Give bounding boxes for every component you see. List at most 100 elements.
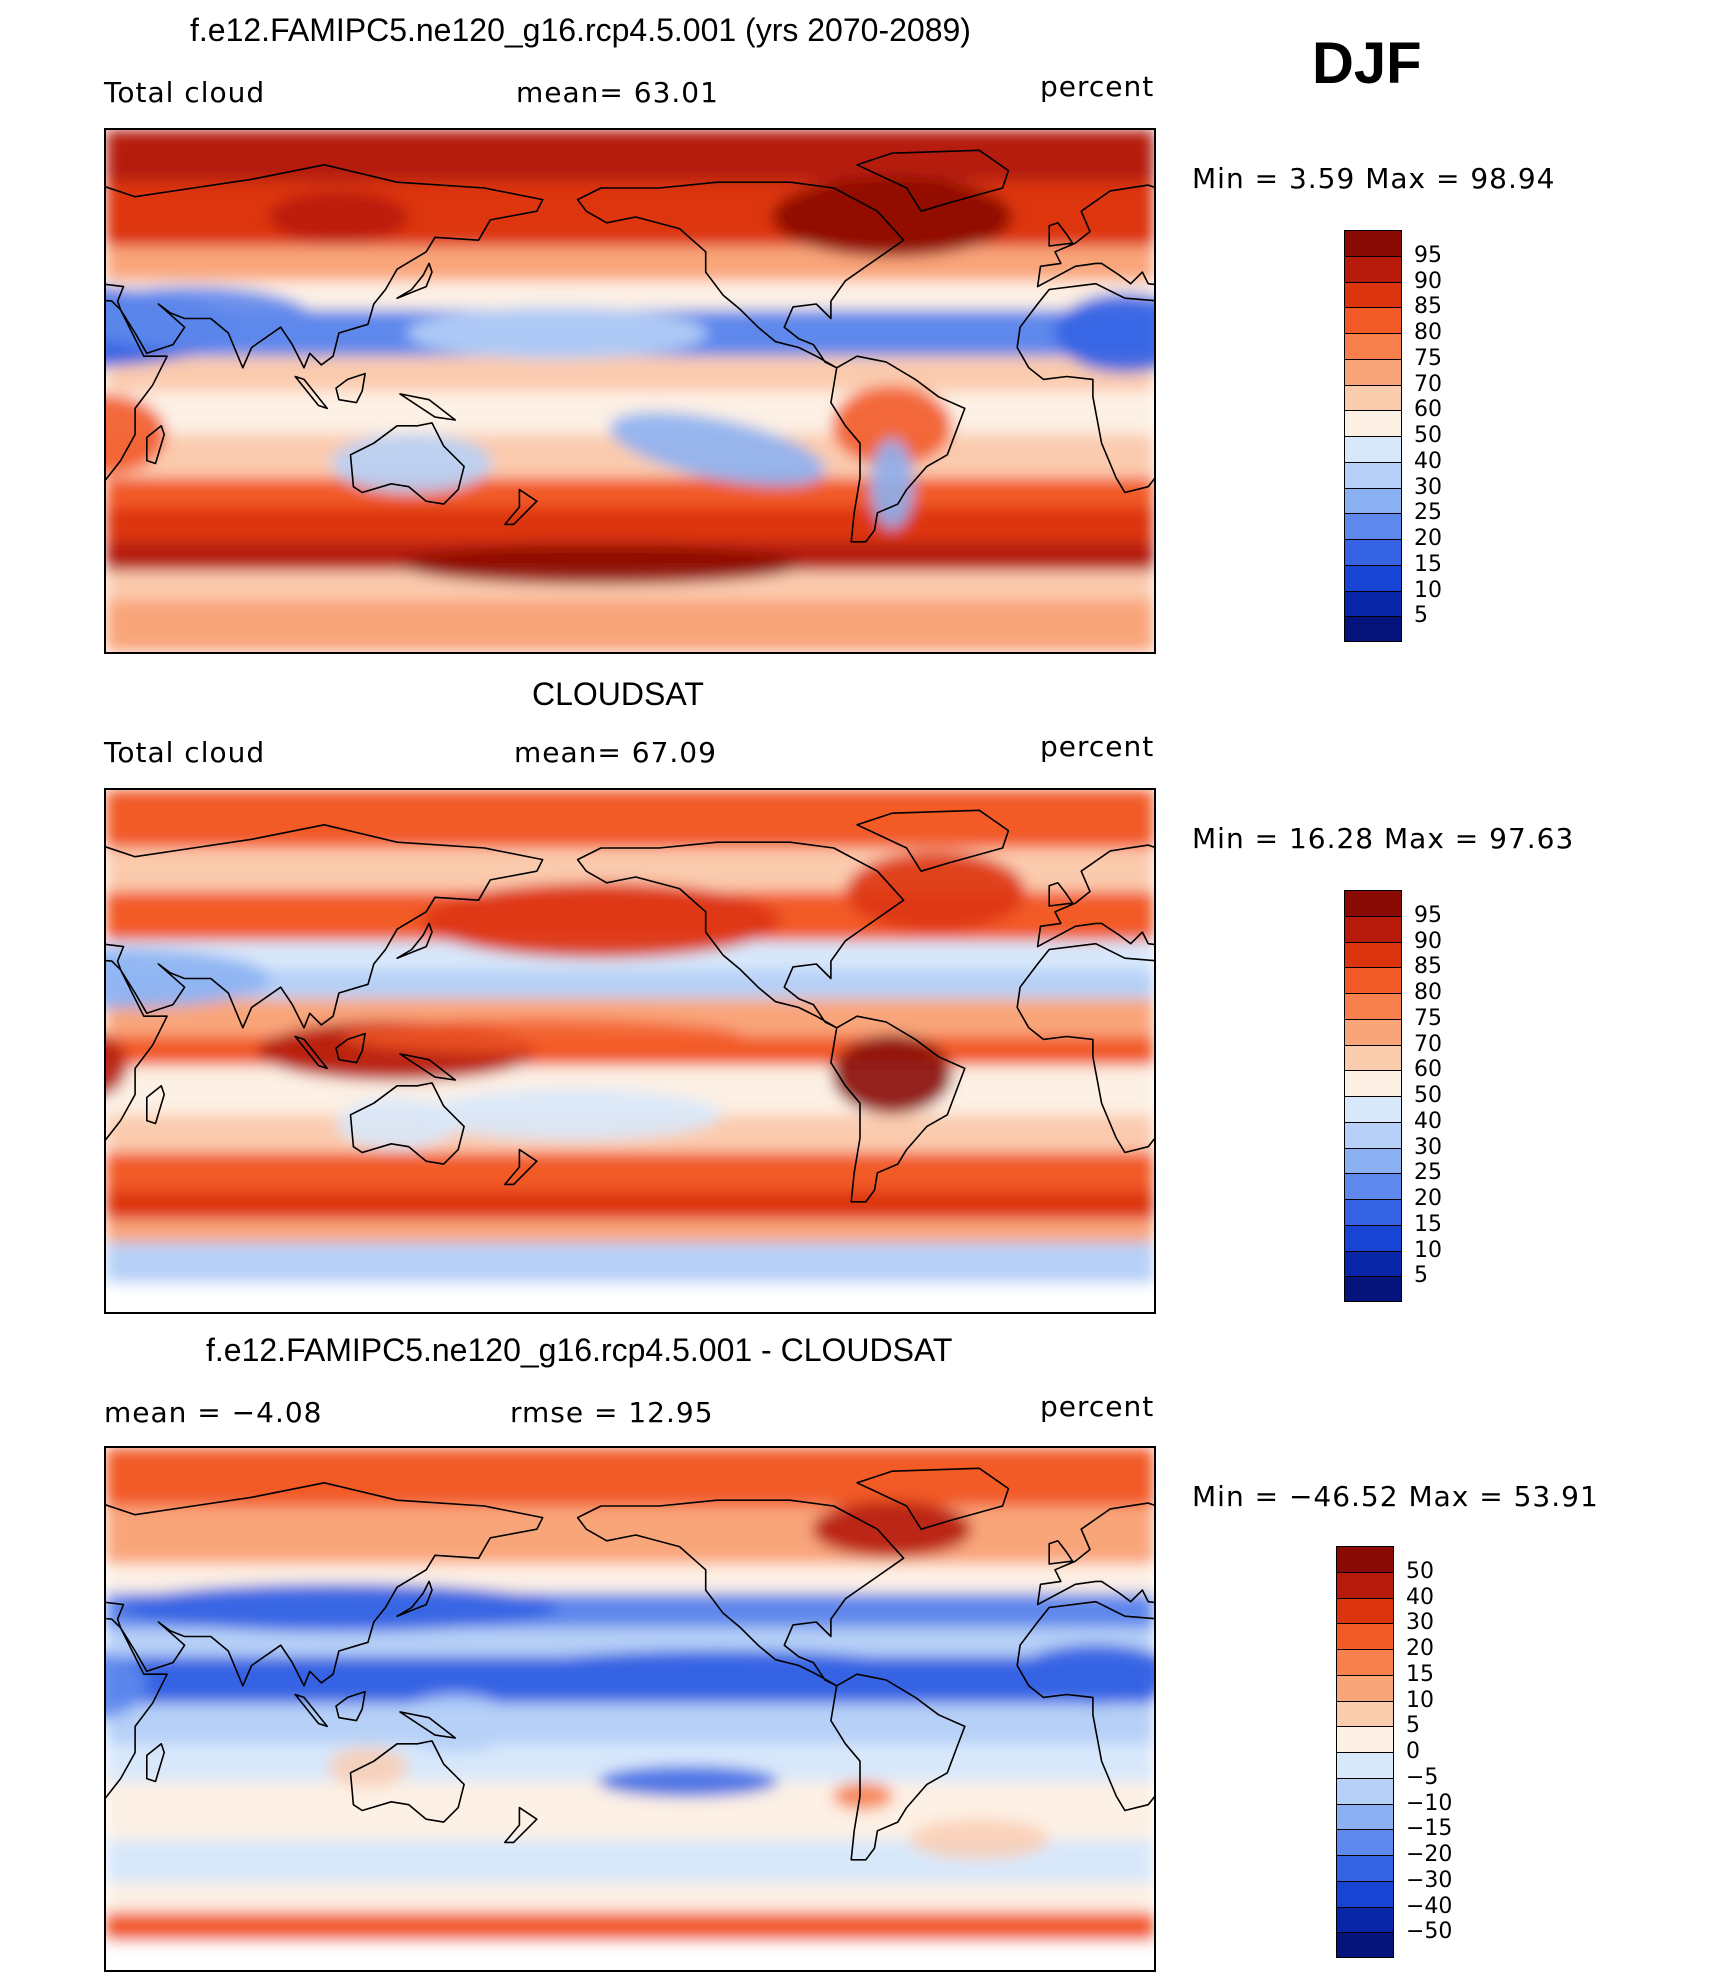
colorbar-tick-label: 0	[1406, 1739, 1420, 1764]
cloud-field	[106, 790, 1154, 1312]
cloud-field-contour	[337, 1097, 458, 1150]
colorbar-swatch	[1336, 1777, 1394, 1805]
colorbar-swatch	[1344, 1224, 1402, 1252]
colorbar-tick-label: 70	[1414, 371, 1442, 397]
colorbar-swatch	[1336, 1803, 1394, 1831]
panel-diff-mean-label: mean = −4.08	[104, 1396, 323, 1429]
cloud-field-contour	[497, 1650, 938, 1699]
map-plot	[106, 790, 1154, 1312]
colorbar-swatch	[1344, 941, 1402, 969]
map-plot	[106, 1448, 1154, 1970]
colorbar-tick-label: 40	[1406, 1584, 1434, 1610]
colorbar-tick-label: 85	[1414, 954, 1442, 980]
colorbar-swatch	[1344, 967, 1402, 994]
colorbar-tick-label: 80	[1414, 980, 1442, 1005]
cloud-field-band	[106, 1883, 1154, 1912]
colorbar-tick-label: −5	[1406, 1764, 1439, 1790]
panel-diff-title: f.e12.FAMIPC5.ne120_g16.rcp4.5.001 - CLO…	[206, 1332, 953, 1368]
colorbar-swatch	[1344, 616, 1402, 642]
cloud-field-contour	[832, 385, 952, 466]
colorbar-swatch	[1344, 1096, 1402, 1123]
cloud-field-contour	[407, 307, 708, 359]
colorbar-tick-label: −20	[1406, 1842, 1453, 1867]
cloud-field-band	[106, 246, 1154, 281]
colorbar-swatch	[1344, 915, 1402, 943]
colorbar-tick-label: 40	[1414, 1108, 1442, 1134]
colorbar-tick-label: 60	[1414, 1057, 1442, 1083]
panel-diff-colorbar: 50 40 30 20 15 10 5 0 −5 −10 −15 −20 −30 −40 −50	[1336, 1546, 1486, 1958]
map-plot	[106, 130, 1154, 652]
cloud-field-contour	[118, 1583, 559, 1632]
colorbar-tick-label: 50	[1406, 1558, 1434, 1584]
colorbar-tick-label: 5	[1414, 1263, 1428, 1289]
colorbar-swatch	[1344, 461, 1402, 489]
colorbar-swatch	[1344, 564, 1402, 592]
cloud-field	[106, 1448, 1154, 1970]
panel-model-minmax: Min = 3.59 Max = 98.94	[1192, 162, 1556, 195]
panel-obs-title: CLOUDSAT	[532, 676, 704, 712]
colorbar-tick-label: 90	[1414, 928, 1442, 954]
colorbar-swatch	[1344, 255, 1402, 283]
cloud-field-contour	[331, 433, 492, 494]
cloud-field-band	[106, 790, 1154, 848]
colorbar-swatch	[1344, 1044, 1402, 1072]
colorbar-tick-label: 75	[1414, 1005, 1442, 1031]
cloud-field-contour	[268, 191, 409, 243]
panel-model-colorbar: 95 90 85 80 75 70 60 50 40 30 25 20 15 10 5	[1344, 230, 1484, 642]
colorbar-swatch	[1344, 333, 1402, 360]
colorbar-tick-label: 20	[1414, 1186, 1442, 1211]
cloud-field-contour	[106, 394, 166, 475]
colorbar-swatch	[1344, 513, 1402, 540]
cloud-field-band	[106, 1506, 1154, 1564]
cloud-field-contour	[909, 1819, 1050, 1860]
cloud-field-contour	[1054, 293, 1154, 373]
cloud-field-band	[106, 1190, 1154, 1220]
colorbar-swatch	[1336, 1855, 1394, 1882]
panel-obs-mean-label: mean= 67.09	[514, 736, 717, 769]
colorbar-swatch	[1344, 1018, 1402, 1046]
colorbar-swatch	[1344, 358, 1402, 386]
panel-model-title: f.e12.FAMIPC5.ne120_g16.rcp4.5.001 (yrs …	[190, 12, 971, 48]
colorbar-swatch	[1336, 1906, 1394, 1934]
colorbar-tick-label: 30	[1414, 1134, 1442, 1160]
panel-model-mean-label: mean= 63.01	[516, 76, 719, 109]
colorbar-tick-label: 25	[1414, 1160, 1442, 1186]
cloud-field-band	[106, 1941, 1154, 1970]
cloud-field-contour	[609, 411, 826, 487]
cloud-field-band	[106, 599, 1154, 652]
coastline	[106, 149, 1154, 543]
coastline	[106, 809, 1154, 1203]
colorbar-swatch	[1344, 307, 1402, 334]
colorbar-tick-label: 10	[1406, 1687, 1434, 1713]
cloud-field-band	[106, 130, 1154, 183]
coastline	[106, 1467, 1154, 1861]
colorbar-swatch	[1344, 1070, 1402, 1097]
colorbar-swatch	[1344, 1250, 1402, 1278]
colorbar-swatch	[1344, 410, 1402, 437]
colorbar-tick-label: 40	[1414, 448, 1442, 474]
cloud-field-band	[106, 1912, 1154, 1941]
colorbar-swatch	[1336, 1726, 1394, 1753]
cloud-field-band	[106, 1242, 1154, 1283]
colorbar-tick-label: 70	[1414, 1031, 1442, 1057]
cloud-field-band	[106, 1152, 1154, 1191]
colorbar-swatch	[1336, 1880, 1394, 1908]
colorbar-swatch	[1336, 1546, 1394, 1573]
panel-diff-rmse-label: rmse = 12.95	[510, 1396, 714, 1429]
cloud-field-contour	[845, 851, 1026, 932]
cloud-field-band	[106, 1448, 1154, 1506]
season-label: DJF	[1312, 31, 1422, 96]
panel-diff-map	[104, 1446, 1156, 1972]
cloud-field-contour	[106, 1653, 147, 1719]
panel-model-variable-label: Total cloud	[104, 76, 266, 109]
colorbar-tick-label: 10	[1414, 577, 1442, 603]
colorbar-tick-label: 95	[1414, 902, 1442, 928]
colorbar-tick-label: 95	[1414, 242, 1442, 268]
colorbar-swatch	[1344, 436, 1402, 463]
panel-obs-colorbar: 95 90 85 80 75 70 60 50 40 30 25 20 15 10 5	[1344, 890, 1484, 1302]
cloud-field-contour	[832, 1034, 952, 1115]
colorbar-tick-label: 20	[1406, 1636, 1434, 1661]
colorbar-swatch	[1336, 1623, 1394, 1650]
cloud-field-band	[106, 478, 1154, 507]
colorbar-tick-label: −30	[1406, 1867, 1453, 1893]
